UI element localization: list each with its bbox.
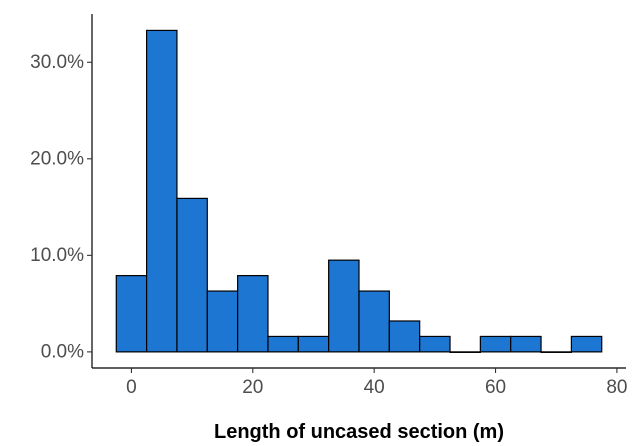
x-tick-label-1: 20 <box>242 377 263 398</box>
histogram-bar-1 <box>146 29 178 353</box>
histogram-bar-4 <box>237 275 269 353</box>
x-axis-ticks: 0 20 40 60 80 <box>126 368 627 398</box>
histogram-bar-2 <box>176 197 208 353</box>
histogram-bars <box>115 29 603 353</box>
histogram-bar-0 <box>115 275 148 353</box>
y-tick-label-3: 30.0% <box>30 52 84 73</box>
y-tick-label-1: 10.0% <box>30 245 84 266</box>
histogram-bar-3 <box>206 290 239 353</box>
histogram-bar-11 <box>449 351 481 353</box>
histogram-bar-5 <box>267 335 299 353</box>
histogram-bar-14 <box>540 351 572 353</box>
histogram-bar-10 <box>419 335 451 353</box>
y-tick-label-0: 0.0% <box>41 341 84 362</box>
histogram-bar-15 <box>570 335 603 353</box>
histogram-bar-7 <box>328 259 360 353</box>
histogram-bar-6 <box>297 335 330 353</box>
y-tick-label-2: 20.0% <box>30 148 84 169</box>
x-axis-title: Length of uncased section (m) <box>214 421 504 443</box>
histogram-bar-9 <box>388 320 421 353</box>
x-tick-label-0: 0 <box>126 377 137 398</box>
x-tick-label-3: 60 <box>485 377 506 398</box>
histogram-bar-13 <box>510 335 542 353</box>
histogram-bar-8 <box>358 290 390 353</box>
histogram-bar-12 <box>479 335 512 353</box>
x-tick-label-4: 80 <box>606 377 627 398</box>
y-axis-ticks: 0.0% 10.0% 20.0% 30.0% <box>30 52 92 362</box>
x-tick-label-2: 40 <box>364 377 385 398</box>
